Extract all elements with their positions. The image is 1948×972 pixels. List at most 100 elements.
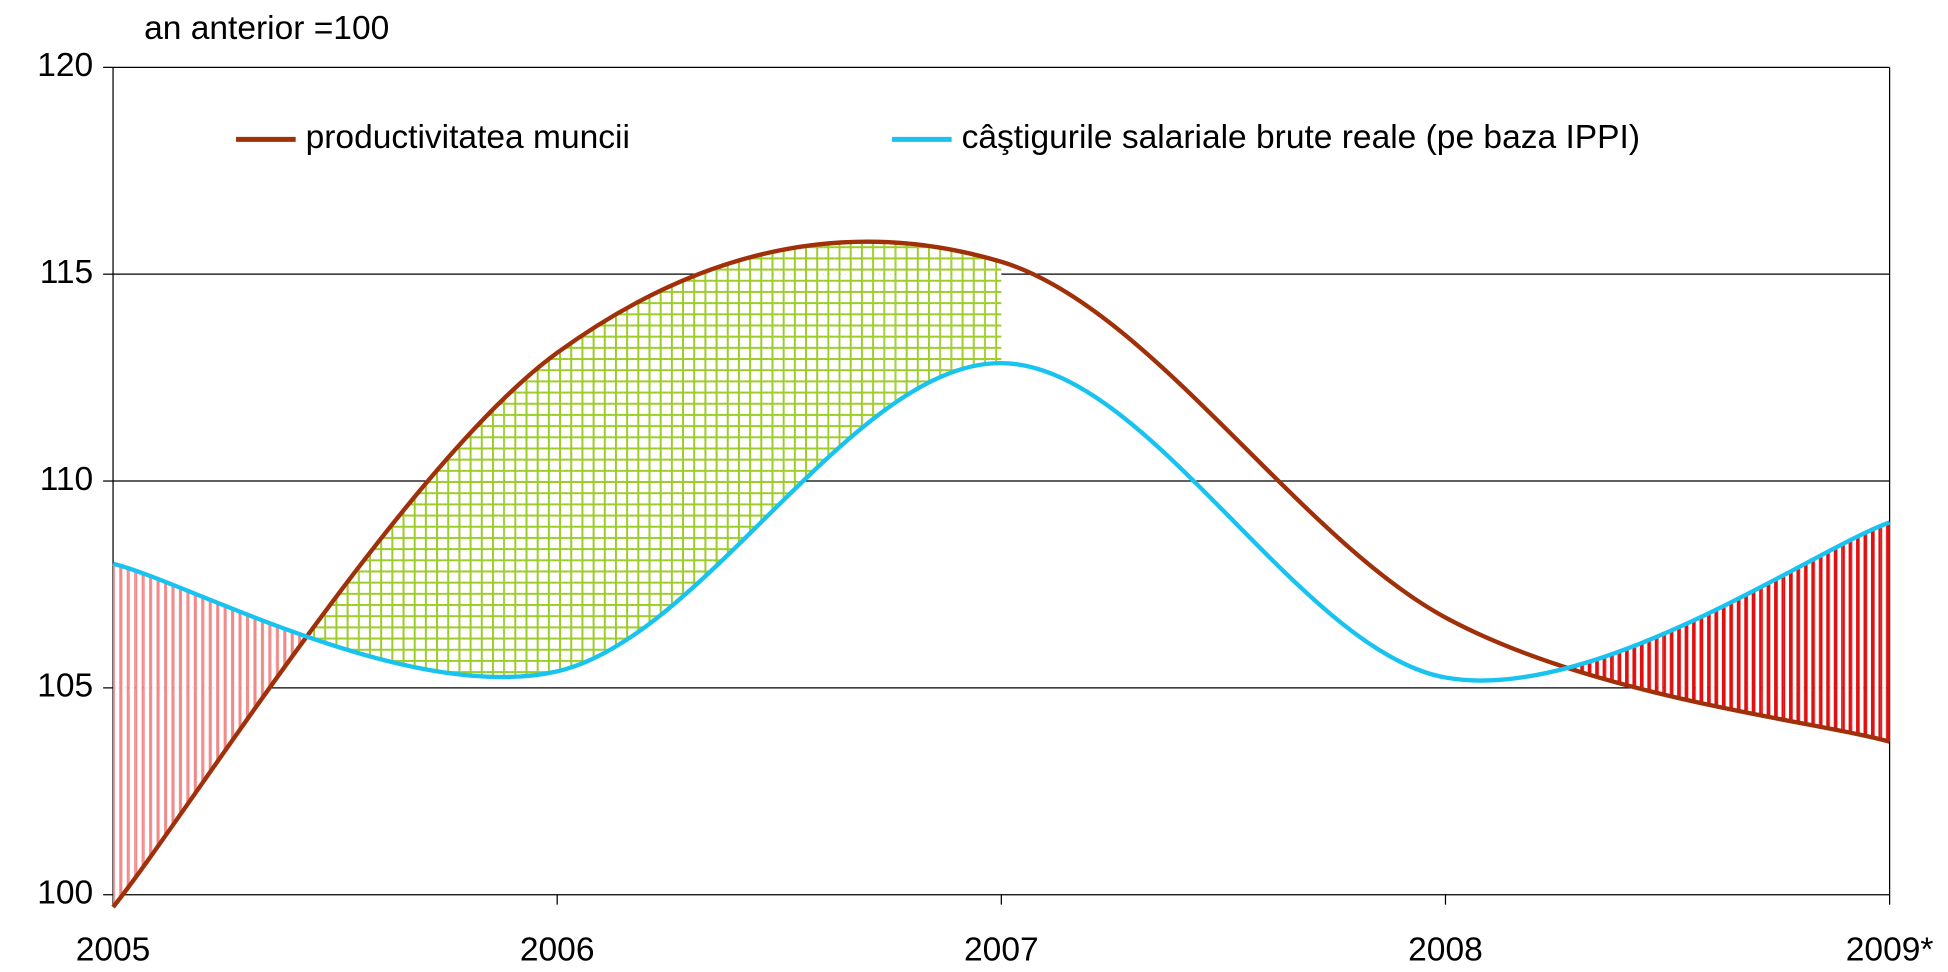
shaded-area <box>1847 539 1852 733</box>
shaded-area <box>762 252 769 521</box>
y-tick-label: 120 <box>37 47 93 84</box>
shaded-area <box>695 272 702 585</box>
shaded-area <box>651 292 658 623</box>
shaded-area <box>448 449 455 674</box>
shaded-area <box>403 502 410 667</box>
shaded-area <box>790 247 796 494</box>
shaded-area <box>829 242 835 457</box>
shaded-area <box>1838 543 1843 732</box>
shaded-area <box>197 594 204 790</box>
shaded-area <box>159 579 165 844</box>
shaded-area <box>276 625 283 679</box>
shaded-area <box>845 241 852 442</box>
shaded-area <box>1738 595 1744 713</box>
shaded-area <box>1618 649 1626 685</box>
shaded-area <box>995 260 1002 364</box>
shaded-area <box>1707 610 1714 706</box>
shaded-area <box>230 607 236 744</box>
shaded-area <box>270 623 277 687</box>
shaded-area <box>890 242 896 407</box>
shaded-area <box>629 303 635 639</box>
shaded-area <box>973 254 980 367</box>
shaded-area <box>332 593 339 648</box>
shaded-area <box>745 256 752 538</box>
shaded-area <box>219 603 225 760</box>
shaded-area <box>568 341 574 669</box>
shaded-area <box>1682 622 1690 701</box>
x-tick-label: 2007 <box>964 932 1039 969</box>
shaded-area <box>718 265 724 565</box>
shaded-area <box>1592 658 1600 678</box>
shaded-area <box>662 286 669 614</box>
shaded-area <box>607 316 613 652</box>
shaded-area <box>734 259 741 549</box>
shaded-area <box>951 249 957 373</box>
shaded-area <box>868 241 874 423</box>
shaded-area <box>1859 533 1864 736</box>
shaded-area <box>623 306 630 642</box>
shaded-area <box>467 429 474 676</box>
shaded-area <box>435 464 443 673</box>
shaded-area <box>634 300 641 635</box>
shaded-area <box>252 616 259 712</box>
shaded-area <box>1676 625 1683 700</box>
shaded-area <box>1886 522 1890 742</box>
shaded-area <box>962 251 969 369</box>
shaded-area <box>522 375 529 677</box>
shaded-area <box>128 568 133 887</box>
shaded-area <box>590 326 597 660</box>
shaded-area <box>397 510 404 665</box>
shaded-area <box>784 248 791 499</box>
y-tick-label: 110 <box>40 461 93 498</box>
shaded-area <box>173 585 179 825</box>
shaded-area <box>147 574 152 862</box>
shaded-area <box>834 242 841 452</box>
y-tick-label: 105 <box>37 668 93 705</box>
shaded-area <box>801 245 808 483</box>
shaded-area <box>371 542 378 659</box>
shaded-area <box>1631 644 1638 689</box>
shaded-area <box>235 610 242 736</box>
shaded-area <box>573 337 580 667</box>
shaded-area <box>498 397 505 678</box>
shaded-area <box>1778 575 1784 720</box>
shaded-area <box>723 263 730 559</box>
shaded-area <box>351 567 359 654</box>
shaded-area <box>377 534 385 661</box>
y-axis-unit: an anterior =100 <box>144 10 389 47</box>
x-tick-label: 2005 <box>76 932 151 969</box>
shaded-area <box>1819 553 1825 728</box>
shaded-area <box>486 409 493 677</box>
shaded-area <box>823 243 830 462</box>
shaded-area <box>1804 561 1810 725</box>
shaded-area <box>740 258 746 543</box>
shaded-area <box>1789 569 1795 722</box>
shaded-area <box>168 583 174 831</box>
shaded-area <box>1766 580 1773 718</box>
shaded-area <box>480 416 487 677</box>
shaded-area <box>1761 583 1767 717</box>
shaded-area <box>1877 525 1881 740</box>
shaded-area <box>115 564 119 904</box>
shaded-area <box>1689 619 1696 702</box>
shaded-area <box>118 565 122 900</box>
shaded-area <box>1657 633 1664 695</box>
shaded-area <box>679 279 685 600</box>
legend-label: câştigurile salariale brute reale (pe ba… <box>962 119 1640 156</box>
shaded-area <box>1701 613 1708 705</box>
shaded-area <box>1650 636 1658 694</box>
shaded-area <box>1829 548 1834 730</box>
shaded-area <box>562 344 569 670</box>
shaded-area <box>956 250 963 371</box>
shaded-area <box>584 329 591 663</box>
shaded-area <box>1726 601 1733 710</box>
shaded-area <box>1783 572 1790 721</box>
shaded-area <box>1605 654 1613 682</box>
shaded-area <box>1794 566 1800 723</box>
shaded-area <box>139 572 144 873</box>
shaded-area <box>918 244 924 389</box>
shaded-area <box>1719 604 1727 709</box>
legend-label: productivitatea muncii <box>306 119 630 156</box>
shaded-area <box>879 241 885 415</box>
